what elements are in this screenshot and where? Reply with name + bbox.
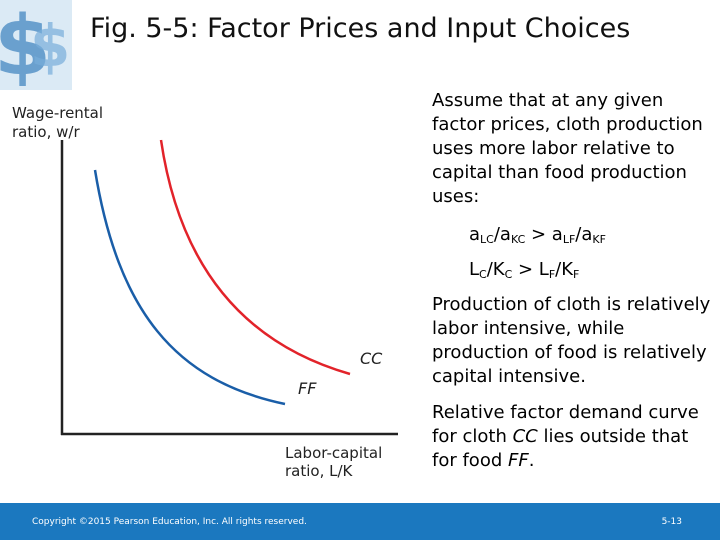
ff-curve: [93, 169, 286, 406]
svg-text:$: $: [30, 12, 70, 80]
copyright-text: Copyright ©2015 Pearson Education, Inc. …: [32, 517, 307, 527]
footer-bar: Copyright ©2015 Pearson Education, Inc. …: [0, 503, 720, 540]
labor-capital-inequality: LC/KC > LF/KF: [469, 259, 580, 281]
pearson-dollar-logo-icon: $ $: [0, 0, 78, 94]
cc-curve-label: CC: [360, 349, 383, 368]
svg-text:$: $: [0, 0, 51, 92]
intensity-paragraph: Production of cloth is relatively labor …: [432, 294, 711, 387]
input-coefficient-inequality: aLC/aKC > aLF/aKF: [469, 224, 606, 246]
factor-demand-chart: Wage-rental ratio, w/r CC FF Labor-capit…: [0, 96, 420, 492]
slide-title: Fig. 5-5: Factor Prices and Input Choice…: [90, 13, 631, 44]
assumption-paragraph: Assume that at any given factor prices, …: [432, 90, 703, 207]
y-axis-label: Wage-rental ratio, w/r: [12, 104, 108, 141]
cc-curve: [159, 139, 351, 376]
demand-curve-paragraph: Relative factor demand curve for cloth C…: [432, 402, 699, 471]
page-number: 5-13: [661, 517, 682, 527]
x-axis-label: Labor-capital ratio, L/K: [285, 444, 387, 480]
ff-curve-label: FF: [298, 379, 317, 398]
